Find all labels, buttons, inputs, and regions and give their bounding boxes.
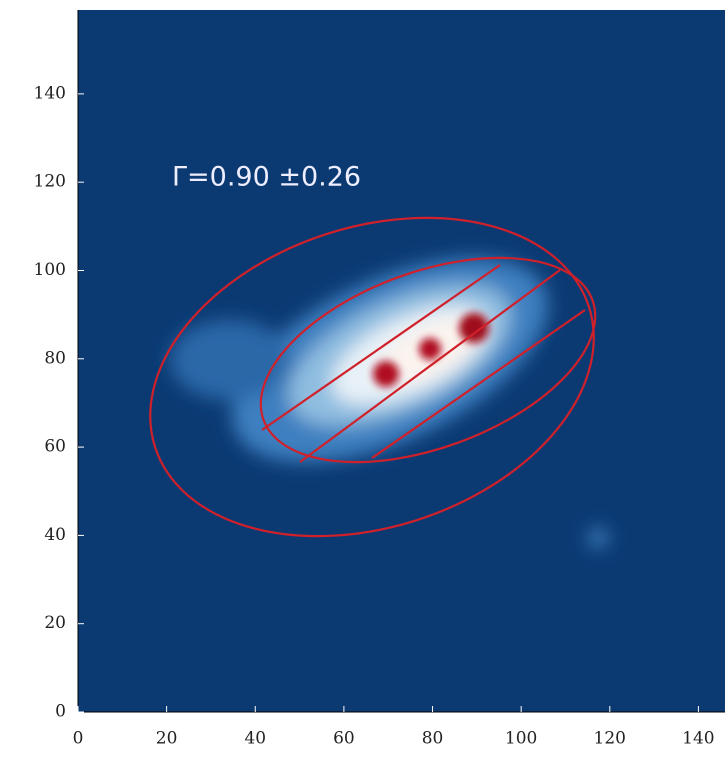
x-tick-label: 140 xyxy=(682,729,714,749)
x-tick-label: 20 xyxy=(156,729,178,749)
y-tick-label: 120 xyxy=(34,172,66,192)
x-tick-label: 100 xyxy=(505,729,537,749)
y-tick-label: 100 xyxy=(34,260,66,280)
y-tick-label: 40 xyxy=(44,525,66,545)
y-tick-label: 80 xyxy=(44,348,66,368)
y-tick-label: 20 xyxy=(44,613,66,633)
x-tick-label: 60 xyxy=(333,729,355,749)
y-tick-label: 60 xyxy=(44,437,66,457)
chart: Γ=0.90 ±0.26 0 20 40 60 80 100 120 140 0 20 40 60 80… xyxy=(0,0,725,754)
y-tick-label: 140 xyxy=(34,83,66,103)
x-tick-label: 80 xyxy=(422,729,444,749)
y-tick-label: 0 xyxy=(55,702,66,722)
x-tick-label: 120 xyxy=(594,729,626,749)
x-tick-label: 0 xyxy=(73,729,84,749)
annotation: Γ=0.90 ±0.26 xyxy=(172,162,361,193)
x-tick-label: 40 xyxy=(244,729,266,749)
